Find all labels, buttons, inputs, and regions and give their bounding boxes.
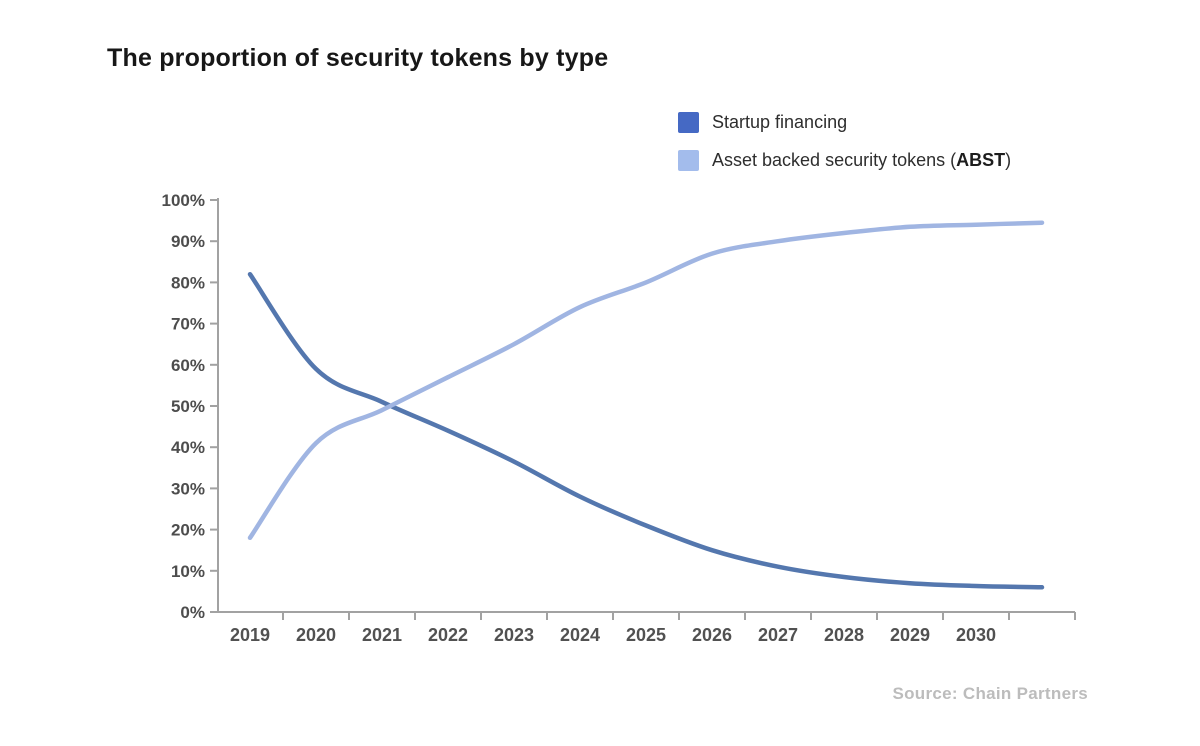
x-axis-label: 2027 [758, 625, 798, 645]
y-axis-label: 90% [171, 232, 205, 251]
series-line-asset-backed-security-tokens-abst [247, 220, 1045, 541]
legend-label-abst-post: ) [1005, 150, 1012, 170]
y-axis-label: 50% [171, 397, 205, 416]
x-axis-label: 2019 [230, 625, 270, 645]
x-axis-label: 2020 [296, 625, 336, 645]
legend-item-startup-financing: Startup financing [678, 112, 1011, 133]
x-axis-label: 2026 [692, 625, 732, 645]
legend-label-startup-financing: Startup financing [712, 112, 848, 132]
y-axis-label: 100% [162, 191, 205, 210]
x-axis-label: 2023 [494, 625, 534, 645]
y-axis-label: 20% [171, 521, 205, 540]
source-credit: Source: Chain Partners [892, 684, 1088, 703]
legend-swatch-abst [678, 150, 699, 171]
series-line-startup-financing [247, 271, 1045, 590]
y-axis-label: 70% [171, 315, 205, 334]
y-axis-label: 30% [171, 479, 205, 498]
x-axis-label: 2030 [956, 625, 996, 645]
axis-lines [217, 198, 1075, 613]
x-axis-label: 2024 [560, 625, 600, 645]
legend: Startup financing Asset backed security … [678, 112, 1011, 171]
x-axis-label: 2028 [824, 625, 864, 645]
x-axis-label: 2022 [428, 625, 468, 645]
y-axis-label: 60% [171, 356, 205, 375]
legend-swatch-startup-financing [678, 112, 699, 133]
y-axis-label: 80% [171, 273, 205, 292]
legend-label-abst: Asset backed security tokens (ABST) [712, 150, 1011, 171]
y-axis-label: 10% [171, 562, 205, 581]
legend-label-abst-bold: ABST [956, 150, 1006, 170]
x-axis-label: 2025 [626, 625, 666, 645]
x-axis-label: 2021 [362, 625, 402, 645]
chart-title: The proportion of security tokens by typ… [107, 44, 609, 72]
legend-label-abst-pre: Asset backed security tokens ( [712, 150, 957, 170]
y-axis-label: 40% [171, 438, 205, 457]
y-axis-label: 0% [180, 603, 205, 622]
x-axis-label: 2029 [890, 625, 930, 645]
legend-item-abst: Asset backed security tokens (ABST) [678, 150, 1011, 171]
